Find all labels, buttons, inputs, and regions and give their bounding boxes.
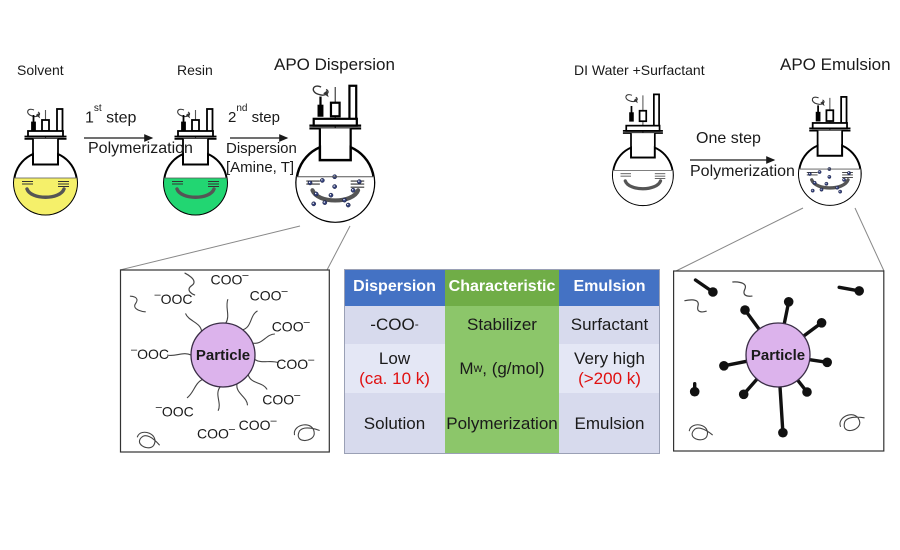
svg-text:–OOC: –OOC	[156, 402, 194, 420]
svg-text:–OOC: –OOC	[154, 289, 192, 307]
svg-text:–OOC: –OOC	[131, 344, 169, 362]
svg-text:Particle: Particle	[196, 347, 250, 364]
svg-text:Particle: Particle	[751, 347, 805, 364]
